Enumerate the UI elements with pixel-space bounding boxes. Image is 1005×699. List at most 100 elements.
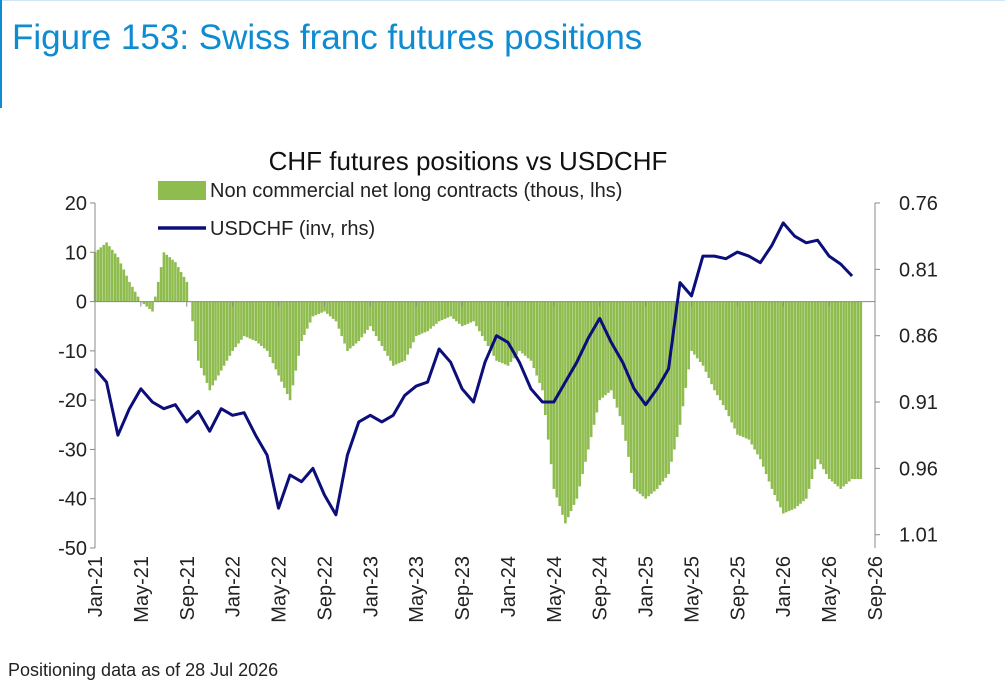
bar bbox=[693, 301, 696, 355]
bar bbox=[263, 301, 266, 349]
bar bbox=[437, 301, 441, 322]
legend-label-line: USDCHF (inv, rhs) bbox=[210, 218, 375, 240]
bar bbox=[240, 301, 243, 340]
bar bbox=[756, 301, 759, 455]
bar bbox=[374, 301, 378, 337]
bar bbox=[707, 301, 711, 378]
bar bbox=[850, 301, 854, 479]
bar bbox=[214, 301, 217, 381]
bar bbox=[429, 301, 432, 329]
bar bbox=[807, 301, 811, 489]
bar bbox=[690, 301, 693, 351]
x-tick-label: Sep-25 bbox=[727, 556, 749, 621]
bar bbox=[440, 301, 444, 321]
bar bbox=[486, 301, 490, 346]
bar bbox=[177, 267, 180, 302]
bar bbox=[492, 301, 495, 356]
bar bbox=[790, 301, 794, 510]
bar bbox=[131, 286, 134, 302]
bar bbox=[372, 301, 375, 332]
bar bbox=[701, 301, 705, 366]
x-tick-label: Jan-24 bbox=[498, 556, 520, 617]
bar bbox=[670, 301, 673, 462]
bar bbox=[592, 301, 596, 425]
bar bbox=[392, 301, 395, 366]
bar bbox=[314, 301, 318, 316]
bar bbox=[833, 301, 837, 484]
bar bbox=[509, 301, 513, 362]
bar bbox=[799, 301, 802, 504]
bar bbox=[523, 301, 527, 356]
bar bbox=[389, 301, 392, 361]
bar bbox=[587, 301, 590, 450]
bar bbox=[265, 301, 269, 351]
bar bbox=[111, 249, 114, 302]
bar bbox=[197, 301, 200, 361]
bar bbox=[518, 301, 521, 351]
bar bbox=[764, 301, 768, 475]
bar bbox=[237, 301, 240, 344]
bar bbox=[102, 244, 105, 302]
x-tick-label: Sep-24 bbox=[590, 556, 612, 621]
bar bbox=[463, 301, 467, 325]
bar bbox=[469, 301, 473, 323]
bar bbox=[317, 301, 321, 314]
bar bbox=[435, 301, 438, 324]
bar bbox=[331, 301, 335, 319]
bar bbox=[673, 301, 676, 450]
bar bbox=[787, 301, 791, 512]
bar bbox=[552, 301, 556, 489]
bar bbox=[466, 301, 470, 324]
bar bbox=[128, 281, 131, 302]
bar bbox=[825, 301, 828, 475]
bar bbox=[228, 301, 232, 356]
bar bbox=[762, 301, 765, 467]
bar bbox=[793, 301, 797, 509]
x-tick-label: Jan-23 bbox=[360, 556, 382, 617]
bar bbox=[687, 301, 690, 370]
bar bbox=[819, 301, 822, 465]
x-tick-label: May-26 bbox=[819, 556, 841, 623]
bar bbox=[417, 301, 421, 335]
bar bbox=[400, 301, 404, 362]
bar bbox=[283, 301, 286, 388]
bar bbox=[541, 301, 544, 391]
bar bbox=[349, 301, 352, 349]
bar bbox=[741, 301, 745, 438]
bar bbox=[300, 301, 303, 341]
bar bbox=[260, 301, 263, 346]
bar bbox=[194, 301, 197, 341]
bar bbox=[136, 296, 140, 302]
x-tick-label: May-23 bbox=[406, 556, 428, 623]
bar bbox=[830, 301, 834, 482]
bar bbox=[205, 301, 209, 383]
bar bbox=[572, 301, 576, 505]
bar bbox=[363, 301, 366, 334]
bar bbox=[443, 301, 447, 319]
legend-label-bars: Non commercial net long contracts (thous… bbox=[210, 180, 622, 202]
bar bbox=[165, 254, 169, 302]
bar bbox=[383, 301, 386, 351]
x-tick-label: Sep-26 bbox=[865, 556, 887, 621]
bar bbox=[182, 276, 186, 302]
bar bbox=[567, 301, 570, 518]
right-tick-label: 0.96 bbox=[899, 458, 938, 480]
bar bbox=[234, 301, 237, 348]
bar bbox=[191, 301, 194, 322]
x-tick-label: May-24 bbox=[544, 556, 566, 623]
legend: Non commercial net long contracts (thous… bbox=[158, 180, 622, 240]
right-tick-label: 0.76 bbox=[899, 193, 938, 215]
usdchf-line bbox=[93, 221, 854, 517]
x-tick-label: Jan-26 bbox=[773, 556, 795, 617]
right-tick-label: 0.91 bbox=[899, 392, 938, 414]
bar bbox=[377, 301, 381, 341]
bar bbox=[460, 301, 464, 327]
bar bbox=[747, 301, 751, 440]
bar bbox=[432, 301, 435, 327]
bar bbox=[303, 301, 306, 335]
bar bbox=[171, 259, 174, 302]
bar bbox=[386, 301, 389, 356]
bar bbox=[211, 301, 214, 386]
bar bbox=[716, 301, 719, 396]
